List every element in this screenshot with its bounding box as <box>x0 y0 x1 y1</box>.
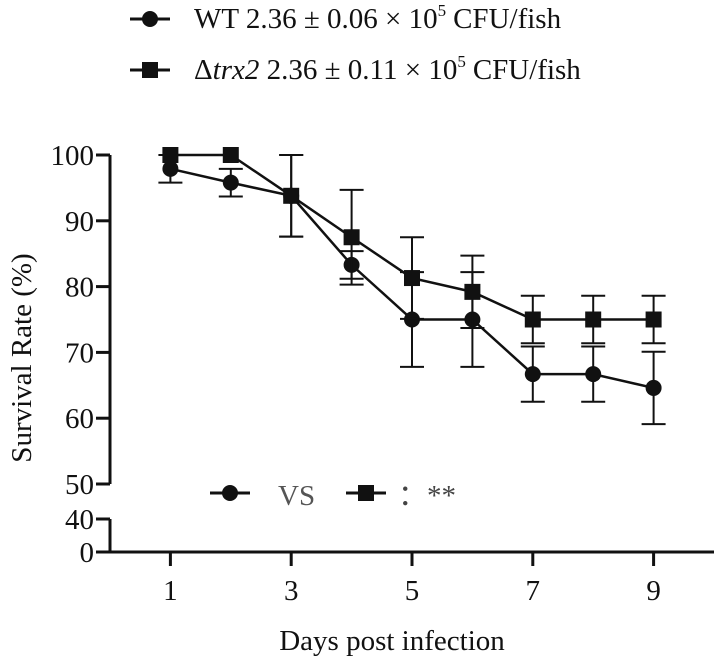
legend-wt-text: WT 2.36 ± 0.06 × 105 CFU/fish <box>194 1 562 35</box>
legend-trx2-text: Δtrx2 2.36 ± 0.11 × 105 CFU/fish <box>194 52 581 86</box>
annotation-vs-text: VS <box>278 480 315 512</box>
legend-wt-strain: WT <box>194 3 239 35</box>
data-point-circle <box>585 366 602 383</box>
y-tick-label: 0 <box>80 537 95 569</box>
data-point-square <box>404 270 420 287</box>
data-point-square <box>645 311 662 328</box>
significance-annotation: VS ：** <box>210 480 456 512</box>
annotation-square-marker-icon <box>358 485 374 501</box>
legend-entry-wt: WT 2.36 ± 0.06 × 105 CFU/fish <box>130 1 562 35</box>
data-point-square <box>343 229 360 246</box>
y-tick-label: 40 <box>65 504 94 536</box>
legend-square-marker-icon <box>142 62 158 78</box>
series-trx2 <box>162 147 666 345</box>
y-tick-label: 90 <box>65 206 94 238</box>
y-tick-label: 70 <box>65 337 94 369</box>
legend: WT 2.36 ± 0.06 × 105 CFU/fish Δtrx2 2.36 … <box>130 1 581 86</box>
x-tick-label: 5 <box>405 575 420 607</box>
x-tick-label: 1 <box>163 575 178 607</box>
annotation-circle-marker-icon <box>222 485 238 501</box>
x-axis-label: Days post infection <box>279 625 505 657</box>
x-tick-label: 7 <box>526 575 541 607</box>
legend-wt-exponent: 5 <box>438 1 447 20</box>
data-point-circle <box>524 366 541 383</box>
y-tick-label: 80 <box>65 272 94 304</box>
y-ticks: 50 60 70 80 90 100 040 <box>51 140 110 569</box>
annotation-significance-text: ：** <box>398 480 456 512</box>
data-point-circle <box>222 174 239 191</box>
legend-trx2-exponent: 5 <box>457 52 466 71</box>
series-layer <box>158 147 666 426</box>
legend-trx2-value: 2.36 ± 0.11 × 10 <box>267 54 458 86</box>
y-tick-label: 60 <box>65 403 94 435</box>
legend-trx2-strain: trx2 <box>213 54 260 86</box>
x-tick-label: 3 <box>284 575 299 607</box>
data-point-square <box>464 283 481 300</box>
x-tick-label: 9 <box>646 575 661 607</box>
data-point-square <box>162 147 179 163</box>
data-point-square <box>585 311 602 328</box>
data-point-circle <box>162 160 179 177</box>
legend-wt-value: 2.36 ± 0.06 × 10 <box>246 3 438 35</box>
x-axis: 1 3 5 7 9 <box>110 550 714 607</box>
data-point-square <box>222 147 239 163</box>
x-ticks: 1 3 5 7 9 <box>163 552 661 607</box>
legend-circle-marker-icon <box>142 11 158 27</box>
legend-entry-trx2: Δtrx2 2.36 ± 0.11 × 105 CFU/fish <box>130 52 581 86</box>
y-axis: 50 60 70 80 90 100 040 <box>51 140 112 569</box>
data-point-square <box>283 187 300 204</box>
y-tick-label: 50 <box>65 469 94 501</box>
y-tick-label: 100 <box>51 140 95 172</box>
data-point-circle <box>645 379 662 396</box>
y-axis-label: Survival Rate (%) <box>6 253 38 462</box>
legend-trx2-delta: Δ <box>194 54 213 86</box>
legend-trx2-unit: CFU/fish <box>473 54 581 86</box>
data-point-square <box>524 311 541 328</box>
legend-wt-unit: CFU/fish <box>453 3 561 35</box>
